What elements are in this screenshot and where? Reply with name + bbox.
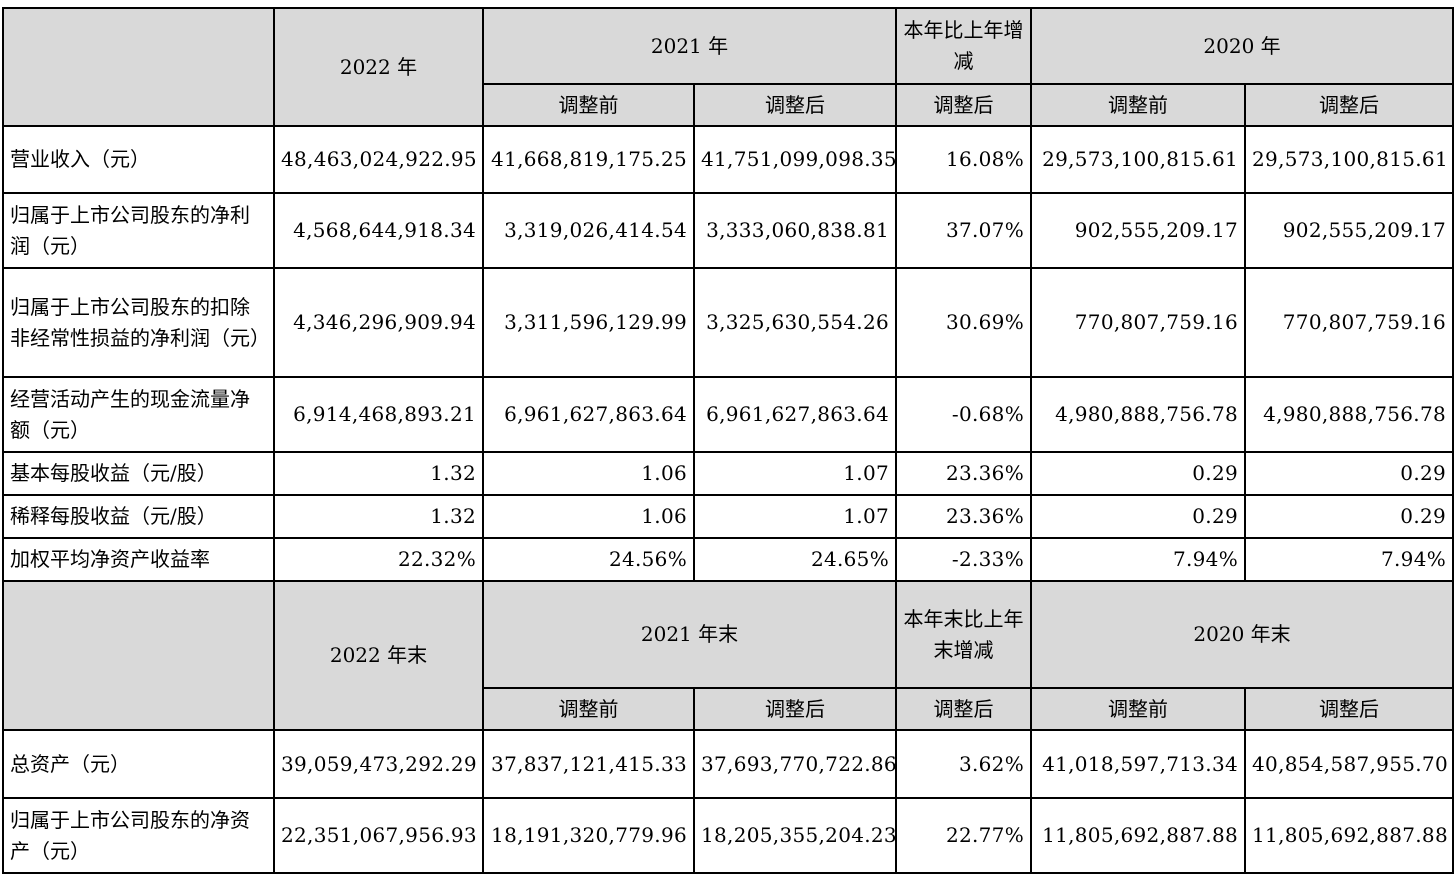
- after-adj-header: 调整后: [895, 687, 1033, 731]
- table-row: 归属于上市公司股东的扣除非经常性损益的净利润（元） 4,346,296,909.…: [2, 267, 1455, 378]
- table-row: 经营活动产生的现金流量净额（元） 6,914,468,893.21 6,961,…: [2, 376, 1455, 453]
- change-header: 本年比上年增减: [895, 7, 1033, 85]
- value-cell: 3,325,630,554.26: [692, 267, 898, 378]
- value-cell: 29,573,100,815.61: [1244, 125, 1455, 194]
- after-adj-header: 调整后: [1244, 83, 1455, 127]
- value-cell: 902,555,209.17: [1244, 192, 1455, 269]
- before-adj-header: 调整前: [1030, 687, 1247, 731]
- table-row: 归属于上市公司股东的净资产（元） 22,351,067,956.93 18,19…: [2, 797, 1455, 874]
- after-adj-header: 调整后: [692, 83, 898, 127]
- value-cell: 4,568,644,918.34: [273, 192, 484, 269]
- year-current-header: 2022 年: [273, 7, 484, 127]
- value-cell: 3.62%: [895, 729, 1033, 799]
- before-adj-header: 调整前: [482, 83, 695, 127]
- value-cell: 22,351,067,956.93: [273, 797, 484, 874]
- table-row: 归属于上市公司股东的净利润（元） 4,568,644,918.34 3,319,…: [2, 192, 1455, 269]
- value-cell: 0.29: [1030, 494, 1247, 539]
- row-label: 总资产（元）: [2, 729, 275, 799]
- value-cell: 1.06: [482, 451, 695, 496]
- section2-subheader-row: 调整前 调整后 调整后 调整前 调整后: [3, 687, 1455, 731]
- value-cell: 37,837,121,415.33: [482, 729, 695, 799]
- row-label: 加权平均净资产收益率: [2, 537, 275, 582]
- value-cell: 3,311,596,129.99: [482, 267, 695, 378]
- change-header: 本年末比上年末增减: [895, 580, 1033, 689]
- row-label: 归属于上市公司股东的净利润（元）: [2, 192, 275, 269]
- value-cell: 23.36%: [895, 494, 1033, 539]
- value-cell: 41,018,597,713.34: [1030, 729, 1247, 799]
- after-adj-header: 调整后: [1244, 687, 1455, 731]
- value-cell: 770,807,759.16: [1244, 267, 1455, 378]
- corner-cell: [2, 580, 275, 731]
- after-adj-header: 调整后: [692, 687, 898, 731]
- after-adj-header: 调整后: [895, 83, 1033, 127]
- value-cell: 22.77%: [895, 797, 1033, 874]
- value-cell: 39,059,473,292.29: [273, 729, 484, 799]
- value-cell: 7.94%: [1030, 537, 1247, 582]
- value-cell: -2.33%: [895, 537, 1033, 582]
- value-cell: 48,463,024,922.95: [273, 125, 484, 194]
- year-current-header: 2022 年末: [273, 580, 484, 731]
- financial-indicators-table: 2022 年 2021 年 本年比上年增减 2020 年 调整前 调整后 调整后…: [2, 7, 1455, 874]
- before-adj-header: 调整前: [1030, 83, 1247, 127]
- row-label: 营业收入（元）: [2, 125, 275, 194]
- value-cell: 3,333,060,838.81: [692, 192, 898, 269]
- value-cell: 3,319,026,414.54: [482, 192, 695, 269]
- row-label: 基本每股收益（元/股）: [2, 451, 275, 496]
- value-cell: 41,668,819,175.25: [482, 125, 695, 194]
- value-cell: 770,807,759.16: [1030, 267, 1247, 378]
- table-row: 基本每股收益（元/股） 1.32 1.06 1.07 23.36% 0.29 0…: [2, 451, 1455, 496]
- value-cell: 6,961,627,863.64: [692, 376, 898, 453]
- value-cell: 11,805,692,887.88: [1244, 797, 1455, 874]
- value-cell: 11,805,692,887.88: [1030, 797, 1247, 874]
- value-cell: 18,191,320,779.96: [482, 797, 695, 874]
- year-prev2-header: 2020 年末: [1030, 580, 1455, 689]
- table-row: 加权平均净资产收益率 22.32% 24.56% 24.65% -2.33% 7…: [2, 537, 1455, 582]
- value-cell: 29,573,100,815.61: [1030, 125, 1247, 194]
- value-cell: 1.06: [482, 494, 695, 539]
- value-cell: 4,346,296,909.94: [273, 267, 484, 378]
- value-cell: 902,555,209.17: [1030, 192, 1247, 269]
- value-cell: 6,961,627,863.64: [482, 376, 695, 453]
- value-cell: 1.07: [692, 451, 898, 496]
- value-cell: 41,751,099,098.35: [692, 125, 898, 194]
- year-prev-header: 2021 年末: [481, 580, 898, 689]
- table-row: 总资产（元） 39,059,473,292.29 37,837,121,415.…: [2, 729, 1455, 799]
- row-label: 稀释每股收益（元/股）: [2, 494, 275, 539]
- value-cell: 0.29: [1244, 494, 1455, 539]
- row-label: 归属于上市公司股东的净资产（元）: [2, 797, 275, 874]
- value-cell: 4,980,888,756.78: [1030, 376, 1247, 453]
- value-cell: 7.94%: [1244, 537, 1455, 582]
- table-row: 稀释每股收益（元/股） 1.32 1.06 1.07 23.36% 0.29 0…: [2, 494, 1455, 539]
- value-cell: 37,693,770,722.86: [692, 729, 898, 799]
- value-cell: 16.08%: [895, 125, 1033, 194]
- value-cell: 4,980,888,756.78: [1244, 376, 1455, 453]
- value-cell: 37.07%: [895, 192, 1033, 269]
- row-label: 经营活动产生的现金流量净额（元）: [2, 376, 275, 453]
- value-cell: 1.07: [692, 494, 898, 539]
- year-prev2-header: 2020 年: [1030, 7, 1455, 85]
- value-cell: 30.69%: [895, 267, 1033, 378]
- value-cell: 1.32: [273, 451, 484, 496]
- value-cell: 1.32: [273, 494, 484, 539]
- section1-subheader-row: 调整前 调整后 调整后 调整前 调整后: [3, 83, 1455, 127]
- value-cell: 6,914,468,893.21: [273, 376, 484, 453]
- year-prev-header: 2021 年: [481, 7, 898, 85]
- row-label: 归属于上市公司股东的扣除非经常性损益的净利润（元）: [2, 267, 275, 378]
- value-cell: -0.68%: [895, 376, 1033, 453]
- value-cell: 24.65%: [692, 537, 898, 582]
- section1-header-row: 2022 年 2021 年 本年比上年增减 2020 年: [2, 7, 1455, 127]
- value-cell: 23.36%: [895, 451, 1033, 496]
- value-cell: 22.32%: [273, 537, 484, 582]
- value-cell: 24.56%: [482, 537, 695, 582]
- table-row: 营业收入（元） 48,463,024,922.95 41,668,819,175…: [2, 125, 1455, 194]
- value-cell: 40,854,587,955.70: [1244, 729, 1455, 799]
- before-adj-header: 调整前: [482, 687, 695, 731]
- section2-header-row: 2022 年末 2021 年末 本年末比上年末增减 2020 年末: [2, 580, 1455, 731]
- value-cell: 0.29: [1244, 451, 1455, 496]
- corner-cell: [2, 7, 275, 127]
- value-cell: 0.29: [1030, 451, 1247, 496]
- value-cell: 18,205,355,204.23: [692, 797, 898, 874]
